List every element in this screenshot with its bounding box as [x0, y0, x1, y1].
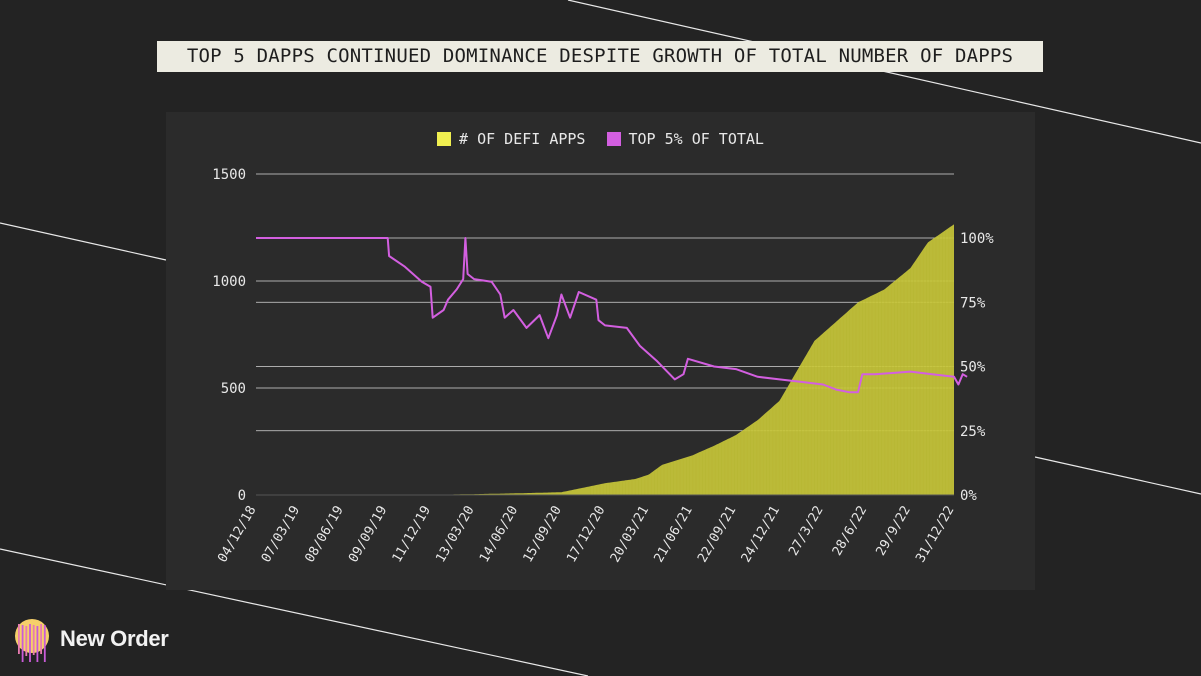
legend-item-top5: TOP 5% OF TOTAL: [606, 130, 764, 148]
chart-panel: 0 500 1000 1500 0% 25% 50% 75% 100% 04/12/18 07/03…: [166, 112, 1035, 590]
x-tick-label: 22/09/21: [695, 504, 739, 566]
y-left-tick-label: 1500: [212, 167, 246, 183]
legend-label-defi-apps: # OF DEFI APPS: [459, 130, 586, 148]
y-right-tick-label: 100%: [960, 231, 994, 247]
y-left-tick-label: 0: [238, 488, 246, 504]
logo-stripe: [43, 625, 46, 662]
brand: New Order: [14, 616, 169, 662]
x-tick-label: 20/03/21: [608, 504, 652, 566]
logo-stripe: [36, 626, 39, 662]
logo-stripe: [32, 625, 35, 655]
chart-svg: 0 500 1000 1500 0% 25% 50% 75% 100% 04/12/18 07/03…: [212, 167, 994, 566]
x-tick-label: 08/06/19: [302, 504, 346, 566]
y-right-tick-label: 0%: [960, 488, 977, 504]
logo-stripe: [29, 624, 31, 662]
x-tick-label: 28/6/22: [830, 504, 870, 559]
legend-swatch-defi-apps: [437, 132, 452, 146]
x-tick-label: 14/06/20: [477, 504, 521, 566]
logo-stripe: [25, 626, 28, 656]
y-right-tick-label: 50%: [960, 360, 986, 376]
legend-item-defi-apps: # OF DEFI APPS: [437, 130, 585, 148]
x-tick-label: 17/12/20: [564, 504, 608, 566]
x-tick-label: 13/03/20: [433, 504, 477, 566]
x-tick-label: 04/12/18: [215, 504, 259, 566]
x-tick-label: 29/9/22: [873, 504, 913, 559]
y-left-tick-label: 1000: [212, 274, 246, 290]
x-tick-label: 07/03/19: [259, 504, 303, 566]
chart-legend: # OF DEFI APPS TOP 5% OF TOTAL: [0, 130, 1201, 150]
x-tick-label: 31/12/22: [913, 504, 957, 566]
logo-stripe: [40, 624, 42, 654]
brand-name: New Order: [60, 626, 169, 651]
chart-title: TOP 5 DAPPS CONTINUED DOMINANCE DESPITE …: [157, 41, 1043, 72]
x-tick-label: 21/06/21: [651, 504, 695, 566]
x-tick-label: 27/3/22: [786, 504, 826, 559]
y-right-tick-label: 75%: [960, 295, 986, 311]
x-tick-label: 11/12/19: [390, 504, 434, 566]
series-top5-line: [256, 237, 968, 394]
legend-label-top5: TOP 5% OF TOTAL: [628, 130, 764, 148]
y-right-tick-label: 25%: [960, 424, 986, 440]
logo-stripe: [18, 624, 20, 654]
x-tick-label: 24/12/21: [739, 504, 783, 566]
legend-swatch-top5: [606, 132, 621, 146]
y-left-tick-label: 500: [221, 381, 246, 397]
x-tick-label: 15/09/20: [521, 504, 565, 566]
new-order-logo-icon: [15, 619, 49, 662]
logo-stripe: [21, 625, 24, 662]
x-tick-label: 09/09/19: [346, 504, 390, 566]
